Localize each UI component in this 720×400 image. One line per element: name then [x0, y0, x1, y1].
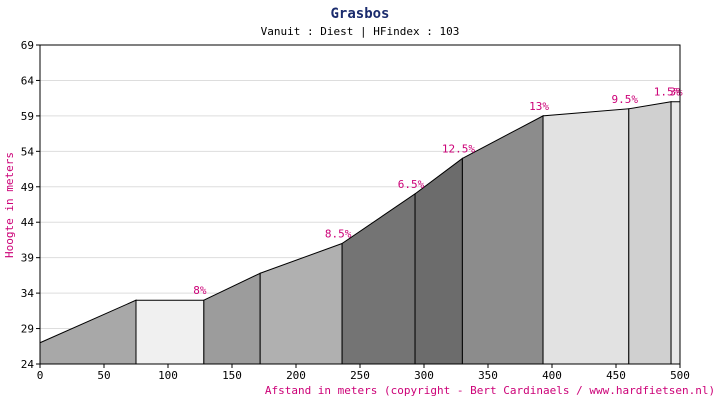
gradient-label: 6.5% — [398, 178, 425, 191]
x-tick-label: 150 — [222, 369, 242, 382]
x-tick-label: 200 — [286, 369, 306, 382]
elevation-segment — [670, 101, 681, 365]
y-tick-label: 39 — [21, 252, 34, 265]
x-tick-label: 100 — [158, 369, 178, 382]
y-tick-label: 69 — [21, 39, 34, 52]
gradient-label: 1.5% — [654, 86, 681, 99]
x-tick-label: 350 — [478, 369, 498, 382]
x-axis-ticks: 0 50 100 150 200 250 300 350 400 450 500 — [37, 364, 690, 382]
elevation-segment — [628, 101, 672, 365]
x-tick-label: 400 — [542, 369, 562, 382]
y-tick-label: 24 — [21, 358, 35, 371]
x-tick-label: 0 — [37, 369, 44, 382]
y-tick-label: 64 — [21, 74, 35, 87]
x-tick-label: 450 — [606, 369, 626, 382]
elevation-segments — [39, 101, 681, 365]
y-tick-label: 59 — [21, 110, 34, 123]
gradient-label: 8.5% — [325, 227, 352, 240]
chart-subtitle: Vanuit : Diest | HFindex : 103 — [261, 25, 460, 38]
elevation-segment — [341, 192, 416, 365]
y-axis-label: Hoogte in meters — [3, 152, 16, 258]
y-tick-label: 29 — [21, 323, 34, 336]
elevation-segment — [135, 299, 205, 365]
x-tick-label: 250 — [350, 369, 370, 382]
y-axis-ticks: 24 29 34 39 44 49 54 59 64 69 — [21, 39, 40, 371]
elevation-segment — [39, 299, 137, 365]
elevation-segment — [259, 242, 343, 365]
y-tick-label: 44 — [21, 216, 35, 229]
elevation-segment — [542, 108, 630, 365]
gradient-label: 13% — [529, 100, 549, 113]
x-tick-label: 500 — [670, 369, 690, 382]
elevation-segment — [203, 272, 261, 365]
gradient-label: 12.5% — [442, 142, 475, 155]
y-tick-label: 34 — [21, 287, 35, 300]
gradient-label: 8% — [193, 284, 207, 297]
y-tick-label: 54 — [21, 145, 35, 158]
x-tick-label: 300 — [414, 369, 434, 382]
chart-title: Grasbos — [330, 6, 389, 22]
y-tick-label: 49 — [21, 181, 34, 194]
gradient-labels: 8% 8.5% 6.5% 12.5% 13% 9.5% 1.5%3% — [193, 86, 683, 297]
gradient-label: 3% — [669, 86, 683, 99]
x-tick-label: 50 — [97, 369, 110, 382]
gradient-label: 9.5% — [612, 93, 639, 106]
x-axis-label: Afstand in meters (copyright - Bert Card… — [265, 384, 715, 397]
